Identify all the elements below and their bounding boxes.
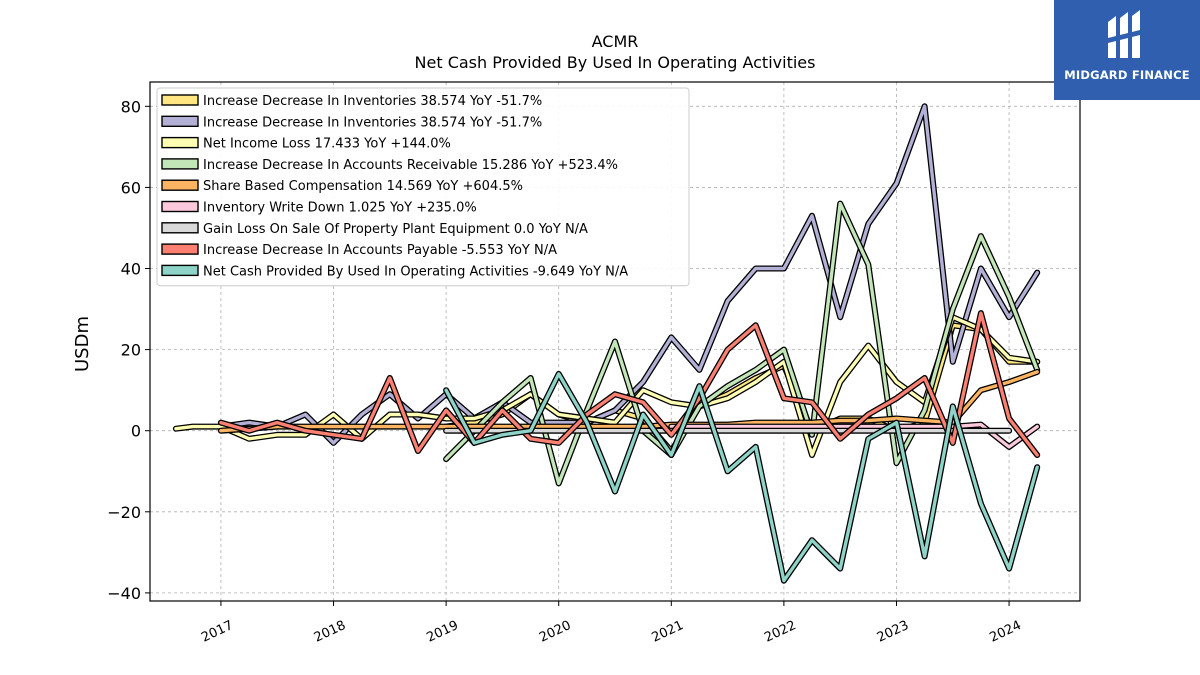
x-tick-label: 2022 (762, 618, 798, 646)
series-line (219, 311, 1039, 457)
series-line (444, 372, 1039, 583)
legend-swatch (161, 264, 199, 277)
y-tick-label: 60 (121, 178, 141, 197)
legend-swatch (161, 179, 199, 191)
y-tick-label: −40 (107, 584, 141, 603)
x-tick-label: 2024 (987, 618, 1023, 646)
x-tick-label: 2021 (650, 618, 686, 646)
legend-swatch (161, 136, 199, 149)
x-tick-label: 2018 (312, 618, 348, 646)
brand-logo: MIDGARD FINANCE (1054, 0, 1200, 100)
y-tick-label: 80 (121, 97, 141, 116)
legend-entry-label: Increase Decrease In Accounts Payable -5… (203, 243, 557, 258)
y-tick-label: 20 (121, 341, 141, 360)
legend-entry-label: Net Income Loss 17.433 YoY +144.0% (203, 137, 451, 152)
series-line (219, 370, 1039, 433)
legend-swatch (161, 222, 199, 234)
y-tick-label: −20 (107, 503, 141, 522)
legend-swatch (161, 243, 199, 255)
x-tick-label: 2019 (424, 618, 460, 646)
y-axis-label: USDm (72, 316, 93, 372)
plot-frame (149, 81, 1081, 602)
legend-entry-label: Share Based Compensation 14.569 YoY +604… (203, 179, 523, 194)
legend-entry-label: Inventory Write Down 1.025 YoY +235.0% (203, 201, 477, 216)
legend-swatch (161, 115, 199, 128)
legend-entry-label: Net Cash Provided By Used In Operating A… (203, 264, 628, 279)
legend-entry-label: Gain Loss On Sale Of Property Plant Equi… (203, 222, 588, 237)
legend-entry-label: Increase Decrease In Accounts Receivable… (203, 158, 618, 173)
series-line (174, 315, 1039, 457)
legend-box (156, 87, 690, 287)
x-tick-label: 2020 (537, 618, 573, 646)
legend-swatch (161, 200, 199, 213)
legend-entry-label: Increase Decrease In Inventories 38.574 … (203, 94, 542, 109)
x-tick-label: 2017 (199, 618, 235, 646)
legend-entry-label: Increase Decrease In Inventories 38.574 … (203, 115, 542, 130)
chart-subtitle: Net Cash Provided By Used In Operating A… (415, 53, 816, 72)
chart-title: ACMR (592, 32, 639, 51)
legend: Increase Decrease In Inventories 38.574 … (156, 87, 690, 287)
midgard-logo-icon (1108, 10, 1140, 58)
brand-name: MIDGARD FINANCE (1064, 68, 1190, 82)
y-tick-label: 0 (131, 422, 141, 441)
x-tick-label: 2023 (875, 618, 911, 646)
legend-swatch (161, 94, 199, 106)
y-tick-label: 40 (121, 260, 141, 279)
legend-swatch (161, 158, 199, 170)
series-layer (172, 103, 1041, 584)
